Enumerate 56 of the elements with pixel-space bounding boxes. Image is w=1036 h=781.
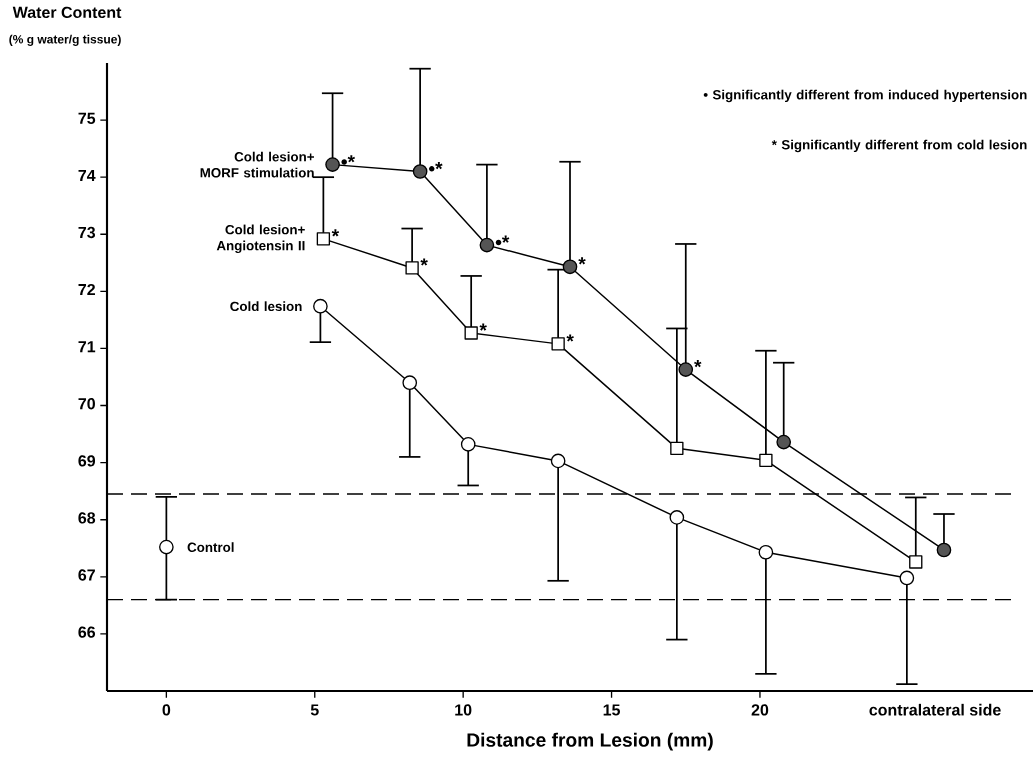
text: (% g water/g tissue) [9, 34, 121, 46]
series-label: Control [187, 542, 234, 553]
x-tick-label: 5 [310, 704, 319, 716]
y-tick-label: 67 [78, 569, 95, 581]
y-tick-label: 72 [78, 283, 95, 296]
point [464, 326, 478, 340]
x-tick-label: 10 [455, 704, 472, 716]
series-label: Cold lesion [230, 301, 302, 312]
y-tick-label: 74 [78, 169, 96, 181]
annotation: * [566, 334, 574, 342]
point [550, 453, 566, 469]
annotation: * [578, 257, 586, 265]
point [402, 375, 418, 391]
point [562, 259, 578, 275]
x-axis-title: Distance from Lesion (mm) [467, 732, 713, 751]
annotation: * [420, 258, 428, 266]
annotation: • Significantly different from induced hypertension [703, 89, 1027, 103]
point [159, 539, 174, 555]
point [313, 298, 328, 314]
point [551, 337, 565, 351]
annotation: •* [341, 155, 355, 165]
y-tick-label: 73 [78, 226, 96, 239]
point [405, 261, 419, 275]
point [936, 542, 952, 558]
y-tick-label: 75 [78, 112, 96, 124]
y-tick-label: 68 [78, 512, 96, 524]
annotation: •* [429, 161, 443, 172]
x-tick-label: 0 [162, 704, 171, 716]
annotation: * [331, 229, 340, 237]
annotation: * [479, 323, 487, 331]
series-label: Cold lesion+ Angiotensin II [216, 224, 305, 254]
x-tick-label: 15 [603, 704, 620, 716]
point [909, 555, 923, 569]
y-tick-label: 69 [78, 455, 96, 467]
point [325, 157, 340, 172]
annotation: * Significantly different from cold lesion [771, 139, 1027, 153]
point [479, 237, 495, 253]
point [460, 437, 476, 452]
point [776, 434, 792, 450]
y-tick-label: 66 [78, 626, 96, 638]
x-tick-label: contralateral side [869, 703, 1001, 716]
point [669, 510, 685, 525]
point [678, 362, 694, 377]
y-tick-label: 70 [78, 398, 95, 410]
point [759, 453, 773, 468]
point [316, 232, 331, 246]
y-axis-title: Water Content [12, 6, 122, 19]
y-tick-label: 71 [78, 341, 96, 353]
x-tick-label: 20 [751, 704, 769, 716]
point [670, 441, 684, 456]
annotation: •* [495, 235, 510, 246]
annotation: * [694, 360, 702, 368]
point [412, 164, 428, 179]
series-label: Cold lesion+ MORF stimulation [200, 151, 314, 178]
point [758, 544, 774, 560]
point [899, 570, 915, 586]
